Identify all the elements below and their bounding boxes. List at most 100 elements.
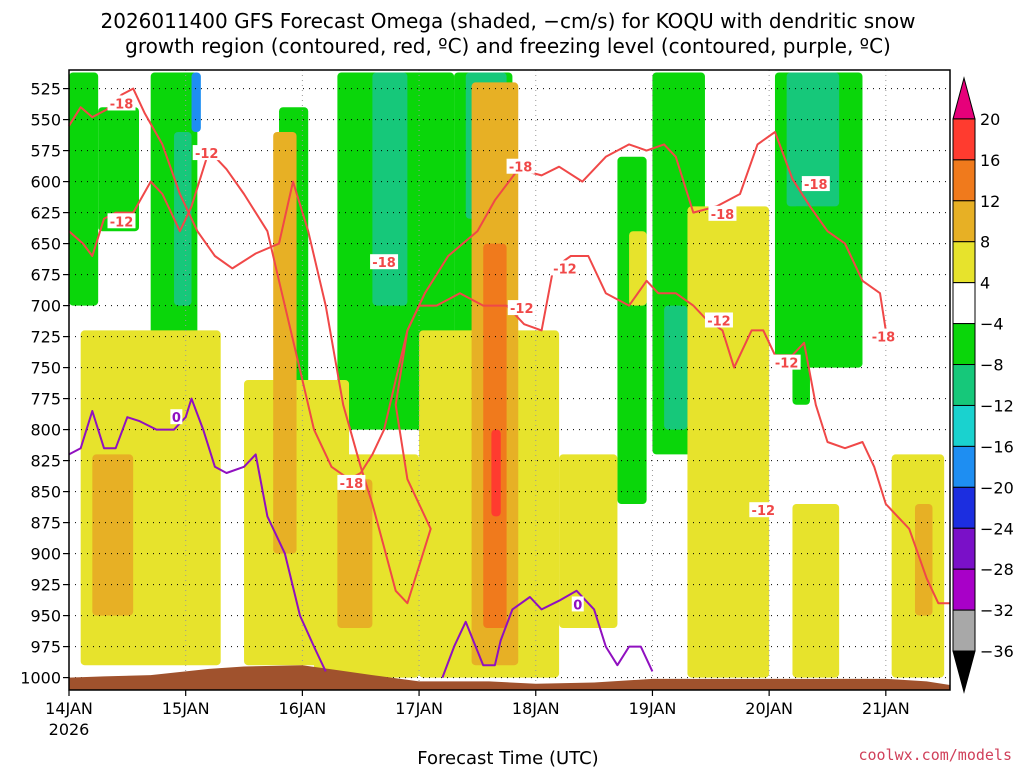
dgz-contour-label-bg xyxy=(708,205,737,221)
dgz-contour-label-bg xyxy=(337,474,366,490)
freezing-level-contour-line xyxy=(68,397,327,672)
x-tick-label: 14JAN xyxy=(45,699,93,718)
dgz-contour-label-bg xyxy=(869,328,898,344)
dgz-contour-label-bg xyxy=(506,158,535,174)
freezing-level-contour-line xyxy=(441,589,654,678)
y-tick-label: 600 xyxy=(30,173,61,192)
chart-title-line-1: 2026011400 GFS Forecast Omega (shaded, −… xyxy=(101,9,916,33)
colorbar-band xyxy=(952,527,976,570)
dgz-contour-label-bg xyxy=(192,145,221,161)
dgz-contour-label: -18 xyxy=(711,208,735,223)
colorbar-bottom-arrow xyxy=(952,650,976,694)
colorbar-band xyxy=(952,241,976,284)
y-tick-label: 575 xyxy=(30,142,61,161)
terrain-fill xyxy=(69,665,950,690)
plot-area: -18 -12 -12 -18 -18 -18 -12 -12 -18 -12 -18 -12 -12 -… xyxy=(68,69,951,691)
y-tick-label: 550 xyxy=(30,111,61,130)
omega-shaded-region xyxy=(372,72,408,306)
y-tick-label: 950 xyxy=(30,607,61,626)
colorbar-band xyxy=(952,159,976,202)
x-tick-label: 17JAN xyxy=(395,699,443,718)
colorbar-band xyxy=(952,404,976,447)
dgz-contour-label-bg xyxy=(507,300,536,316)
colorbar-level-label: −32 xyxy=(980,601,1014,620)
plot-frame xyxy=(68,69,951,691)
x-axis: 14JAN 15JAN 16JAN 17JAN 18JAN 19JAN 20JAN 21JAN… xyxy=(45,690,910,739)
dgz-contour-label-bg xyxy=(704,312,733,328)
x-axis-label: Forecast Time (UTC) xyxy=(417,748,598,768)
dgz-contour-line xyxy=(68,87,887,605)
dgz-contour-label: -18 xyxy=(804,178,828,193)
colorbar-level-label: −8 xyxy=(980,356,1004,375)
colorbar-level-label: −36 xyxy=(980,642,1014,661)
colorbar-band xyxy=(952,323,976,366)
y-tick-label: 975 xyxy=(30,638,61,657)
y-axis: 525 550 575 600 625 650 675 700 725 750 775 800 825 8… xyxy=(20,80,69,688)
colorbar-band xyxy=(952,609,976,652)
colorbar-level-label: 4 xyxy=(980,274,990,293)
colorbar-top-arrow xyxy=(952,76,976,120)
omega-shaded-region xyxy=(92,454,134,616)
dgz-contour-label: -12 xyxy=(110,215,134,230)
dgz-contour-label: -12 xyxy=(195,147,219,162)
dgz-contour-label: -12 xyxy=(752,504,776,519)
y-tick-label: 525 xyxy=(30,80,61,99)
colorbar-level-label: 16 xyxy=(980,151,1000,170)
colorbar-band xyxy=(952,445,976,488)
dgz-contour-label: -12 xyxy=(510,302,534,317)
y-tick-label: 650 xyxy=(30,235,61,254)
dgz-contour-label: -18 xyxy=(340,477,364,492)
y-tick-label: 875 xyxy=(30,514,61,533)
omega-shaded-region xyxy=(337,479,373,628)
x-tick-label: 18JAN xyxy=(512,699,560,718)
colorbar-band xyxy=(952,486,976,529)
x-tick-label: 21JAN xyxy=(862,699,910,718)
y-tick-label: 700 xyxy=(30,297,61,316)
dgz-contour-label: -18 xyxy=(509,161,533,176)
chart-title-line-2: growth region (contoured, red, ºC) and f… xyxy=(125,34,891,58)
omega-shaded-region xyxy=(786,72,840,207)
dgz-contour-label-bg xyxy=(370,254,399,270)
omega-shaded-region xyxy=(98,107,140,232)
y-tick-label: 725 xyxy=(30,328,61,347)
dgz-contour-label-bg xyxy=(107,213,136,229)
colorbar-band xyxy=(952,200,976,243)
y-tick-label: 925 xyxy=(30,576,61,595)
colorbar-band xyxy=(952,118,976,161)
freezing-level-contour-label: 0 xyxy=(573,598,582,613)
colorbar-band xyxy=(952,364,976,406)
omega-shaded-region xyxy=(914,504,933,616)
y-tick-label: 800 xyxy=(30,421,61,440)
y-tick-label: 775 xyxy=(30,390,61,409)
colorbar-band xyxy=(952,568,976,611)
y-tick-label: 850 xyxy=(30,483,61,502)
omega-shaded-region xyxy=(687,206,770,678)
x-tick-label: 15JAN xyxy=(162,699,210,718)
y-tick-label: 625 xyxy=(30,204,61,223)
omega-shaded-region xyxy=(191,72,201,132)
colorbar-level-label: 12 xyxy=(980,192,1000,211)
dgz-contour-label-bg xyxy=(772,354,801,370)
y-tick-label: 825 xyxy=(30,452,61,471)
omega-shaded-region xyxy=(491,429,501,517)
colorbar-level-label: 8 xyxy=(980,233,990,252)
omega-shaded-region xyxy=(273,132,297,554)
freezing-level-contour-label: 0 xyxy=(172,411,181,426)
y-tick-label: 900 xyxy=(30,545,61,564)
omega-shaded-region xyxy=(69,72,99,306)
y-tick-label: 750 xyxy=(30,359,61,378)
freezing-level-contour-label-bg xyxy=(571,596,584,612)
dgz-contour-label: -18 xyxy=(372,256,396,271)
credit-text: coolwx.com/models xyxy=(858,746,1012,764)
dgz-contour-label-bg xyxy=(107,95,136,111)
colorbar-level-label: −16 xyxy=(980,437,1014,456)
dgz-contour-label-bg xyxy=(550,260,579,276)
dgz-contour-label-bg xyxy=(749,502,778,518)
dgz-contour-label: -18 xyxy=(110,97,134,112)
colorbar-band xyxy=(952,282,976,325)
colorbar-level-label: −12 xyxy=(980,396,1014,415)
colorbar-level-label: −4 xyxy=(980,315,1004,334)
x-tick-label: 19JAN xyxy=(629,699,677,718)
dgz-contour-label: -12 xyxy=(775,357,799,372)
dgz-contour-label: -18 xyxy=(872,331,896,346)
